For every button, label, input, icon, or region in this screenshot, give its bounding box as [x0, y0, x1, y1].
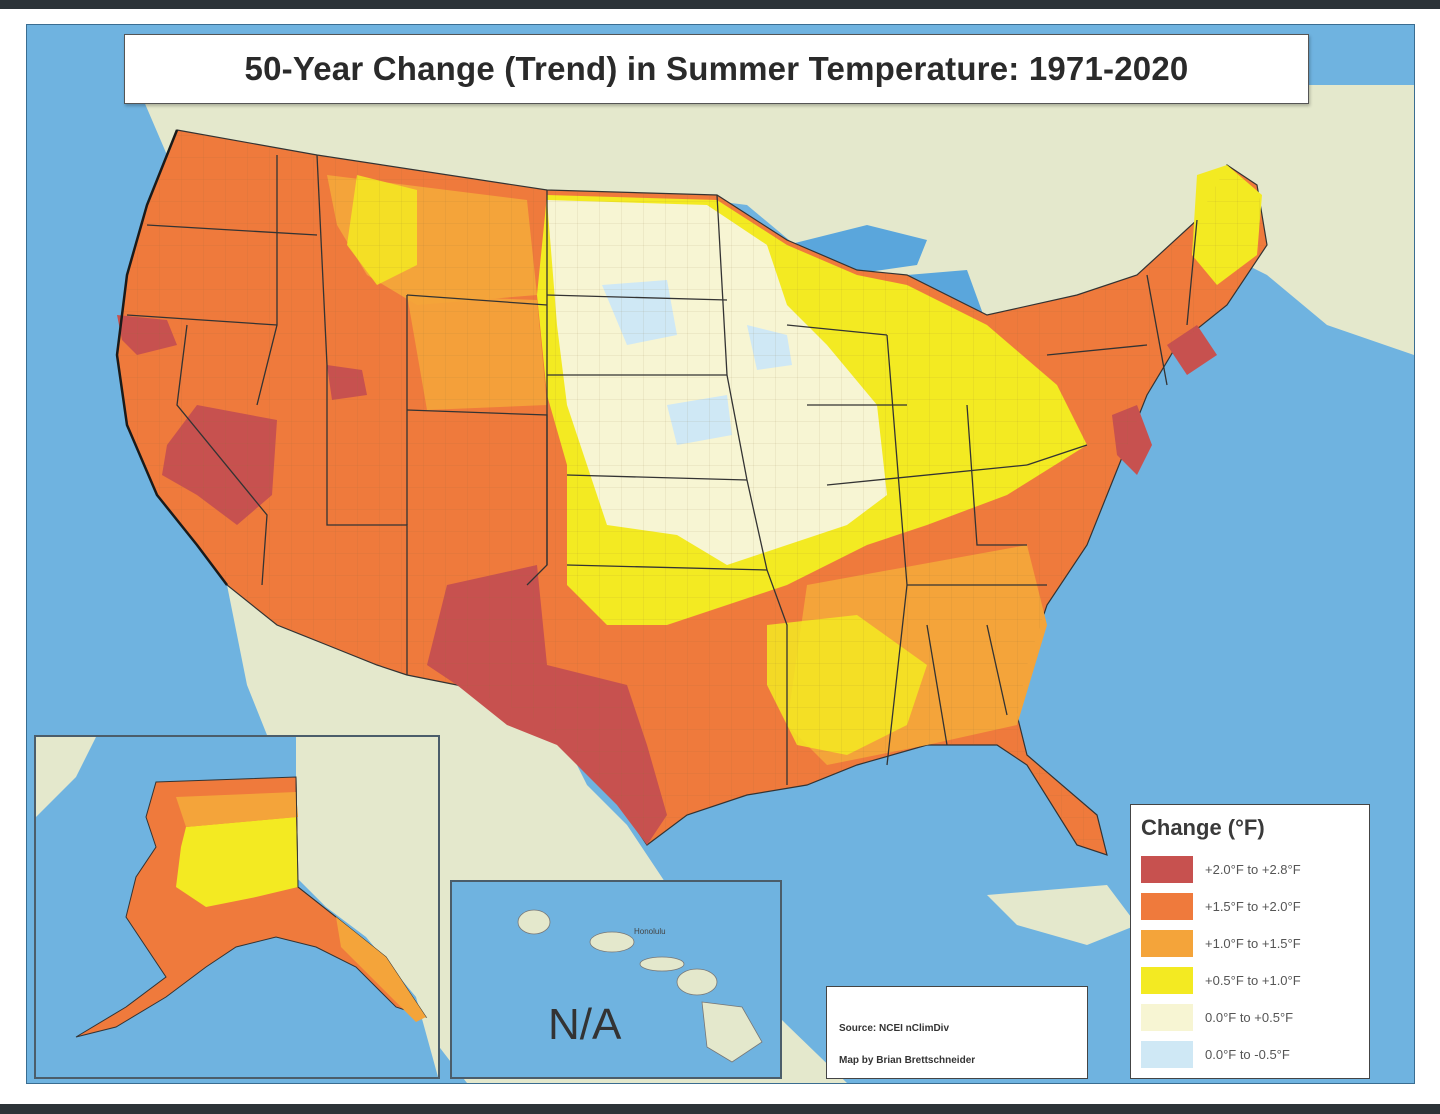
- legend-swatch: [1141, 967, 1193, 994]
- cuba-land: [987, 885, 1137, 945]
- map-frame: [26, 24, 1415, 1084]
- legend-label: +1.0°F to +1.5°F: [1205, 936, 1301, 951]
- legend-swatch: [1141, 1041, 1193, 1068]
- map-title: 50-Year Change (Trend) in Summer Tempera…: [244, 50, 1189, 87]
- top-border-bar: [0, 0, 1440, 9]
- credits-box: Source: NCEI nClimDiv Map by Brian Brett…: [826, 986, 1088, 1079]
- legend-label: +1.5°F to +2.0°F: [1205, 899, 1301, 914]
- legend-swatch: [1141, 856, 1193, 883]
- county-grid-texture: [117, 130, 1267, 855]
- legend-item: +0.5°F to +1.0°F: [1141, 962, 1359, 999]
- alaska-interior-yellow: [176, 817, 298, 907]
- molokai-island: [639, 956, 685, 972]
- map-title-box: 50-Year Change (Trend) in Summer Tempera…: [124, 34, 1309, 104]
- author-credit: Map by Brian Brettschneider: [839, 1055, 976, 1066]
- legend-item: 0.0°F to -0.5°F: [1141, 1036, 1359, 1073]
- russia-land: [36, 737, 96, 817]
- legend-swatch: [1141, 893, 1193, 920]
- maui-island: [676, 968, 718, 996]
- legend-label: +0.5°F to +1.0°F: [1205, 973, 1301, 988]
- legend-label: 0.0°F to -0.5°F: [1205, 1047, 1290, 1062]
- hawaii-inset: Honolulu: [450, 880, 782, 1079]
- canada-yukon: [296, 737, 438, 1077]
- legend-swatch: [1141, 930, 1193, 957]
- legend-label: 0.0°F to +0.5°F: [1205, 1010, 1294, 1025]
- state-boundaries: [126, 154, 1198, 785]
- legend: Change (°F) +2.0°F to +2.8°F +1.5°F to +2…: [1130, 804, 1370, 1079]
- bottom-border-bar: [0, 1104, 1440, 1114]
- alaska-inset: [34, 735, 440, 1079]
- alaska-panhandle: [336, 917, 426, 1022]
- hawaii-na-label: N/A: [548, 1000, 622, 1049]
- legend-title: Change (°F): [1141, 815, 1265, 840]
- legend-items: +2.0°F to +2.8°F +1.5°F to +2.0°F +1.0°F t…: [1141, 851, 1359, 1073]
- big-island: [701, 1001, 763, 1063]
- alaska-light-orange: [176, 792, 298, 827]
- kauai-island: [517, 909, 551, 935]
- legend-label: +2.0°F to +2.8°F: [1205, 862, 1301, 877]
- alaska-base: [75, 776, 428, 1038]
- legend-item: +1.5°F to +2.0°F: [1141, 888, 1359, 925]
- legend-item: +2.0°F to +2.8°F: [1141, 851, 1359, 888]
- legend-item: +1.0°F to +1.5°F: [1141, 925, 1359, 962]
- honolulu-label: Honolulu: [634, 927, 666, 936]
- source-credit: Source: NCEI nClimDiv: [839, 1023, 950, 1034]
- map-canvas: [115, 85, 1414, 1083]
- oahu-island: [589, 931, 635, 953]
- legend-swatch: [1141, 1004, 1193, 1031]
- legend-item: 0.0°F to +0.5°F: [1141, 999, 1359, 1036]
